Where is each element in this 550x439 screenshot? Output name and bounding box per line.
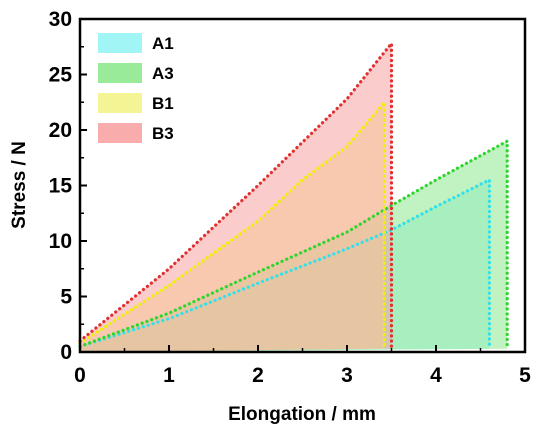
legend-label-b3: B3 xyxy=(152,124,174,143)
series-b3-area xyxy=(80,43,392,353)
series-areas xyxy=(80,43,508,353)
y-axis-label: Stress / N xyxy=(9,141,30,229)
y-tick-label: 15 xyxy=(49,175,73,198)
series-a3-line xyxy=(78,139,509,351)
legend-swatch-a1 xyxy=(98,33,142,53)
y-tick-label: 10 xyxy=(49,230,72,253)
y-tick-label: 5 xyxy=(60,286,72,309)
legend-swatch-b3 xyxy=(98,123,142,143)
legend-swatch-a3 xyxy=(98,63,142,83)
legend-label-a3: A3 xyxy=(152,64,174,83)
series-b3-line xyxy=(78,41,394,351)
series-b1-line xyxy=(78,100,386,351)
legend-label-a1: A1 xyxy=(152,34,174,53)
series-a3-area xyxy=(80,141,508,352)
x-tick-label: 0 xyxy=(74,364,86,387)
series-a1-line xyxy=(78,178,491,351)
y-tick-label: 0 xyxy=(60,341,72,364)
y-tick-label: 20 xyxy=(49,119,72,142)
x-axis-ticks: 0 1 2 3 4 5 xyxy=(74,345,531,387)
y-axis-ticks: 0 5 10 15 20 25 30 xyxy=(49,8,87,364)
series-lines xyxy=(78,41,509,351)
legend-label-b1: B1 xyxy=(152,94,174,113)
legend-swatch-b1 xyxy=(98,93,142,113)
y-tick-label: 30 xyxy=(49,8,72,31)
x-axis-label: Elongation / mm xyxy=(228,404,376,425)
x-tick-label: 2 xyxy=(252,364,264,387)
x-tick-label: 3 xyxy=(341,364,353,387)
legend: A1 A3 B1 B3 xyxy=(98,33,174,143)
x-tick-label: 5 xyxy=(519,364,531,387)
x-tick-label: 4 xyxy=(430,364,442,387)
x-tick-label: 1 xyxy=(163,364,175,387)
y-tick-label: 25 xyxy=(49,64,73,87)
